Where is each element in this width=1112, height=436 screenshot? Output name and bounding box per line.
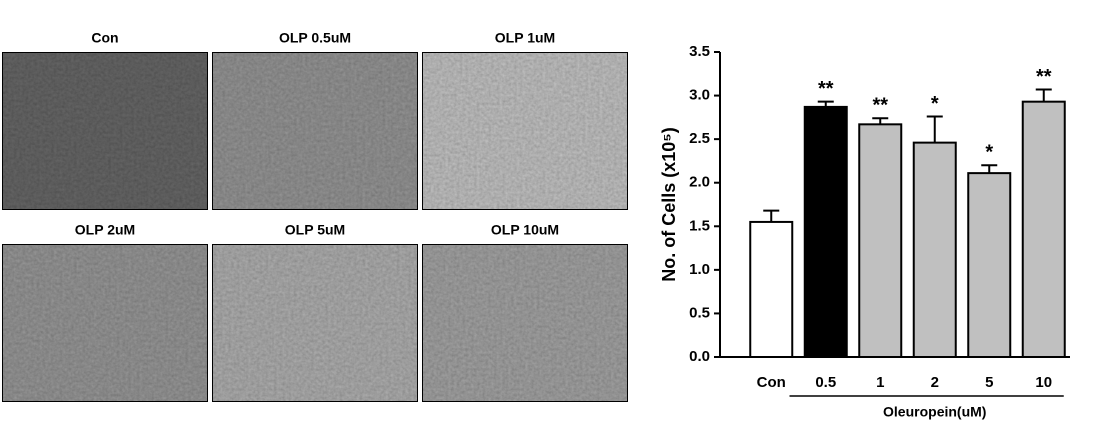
micrograph [211,51,419,211]
bar [1021,100,1066,358]
panel-label: OLP 1uM [495,30,555,46]
x-tick-label: 2 [931,374,939,391]
x-tick-label: Con [757,374,786,391]
micrograph [421,243,629,403]
bar [749,220,794,358]
micrographs: Con OLP 0.5uM OLP 1uM OLP 2uM OLP 5uM OLP 10u… [1,30,629,403]
y-tick-label: 1.0 [689,261,710,278]
x-tick-label: 10 [1035,374,1052,391]
micrograph [211,243,419,403]
y-tick-label: 0.5 [689,304,710,321]
x-tick-label: 5 [985,374,993,391]
y-tick-label: 1.5 [689,217,710,234]
y-tick-label: 2.5 [689,130,710,147]
significance-label: ** [818,78,834,100]
y-tick-label: 2.0 [689,174,710,191]
micrograph [1,51,209,211]
bar-chart: 0.0 0.5 1.0 1.5 2.0 2.5 3.0 3.5 No. of Cells (x1… [659,43,1070,420]
x-tick-label: 0.5 [815,374,836,391]
panel-label: OLP 10uM [491,222,559,238]
y-tick-label: 0.0 [689,348,710,365]
significance-label: ** [1036,66,1052,88]
bar [803,105,848,359]
y-axis-label: No. of Cells (x10⁵) [659,127,679,282]
panel-label: OLP 0.5uM [279,30,351,46]
significance-label: * [931,93,939,115]
micrograph [1,243,209,403]
y-tick-label: 3.0 [689,87,710,104]
micrograph [421,51,629,211]
x-tick-label: 1 [876,374,884,391]
x-axis-label: Oleuropein(uM) [883,404,986,420]
panel-label: Con [91,30,118,46]
significance-label: ** [872,95,888,117]
bar [912,141,957,358]
significance-label: * [985,142,993,164]
panel-label: OLP 2uM [75,222,135,238]
bar [967,172,1012,358]
bar [858,123,903,359]
y-tick-label: 3.5 [689,43,710,60]
panel-label: OLP 5uM [285,222,345,238]
